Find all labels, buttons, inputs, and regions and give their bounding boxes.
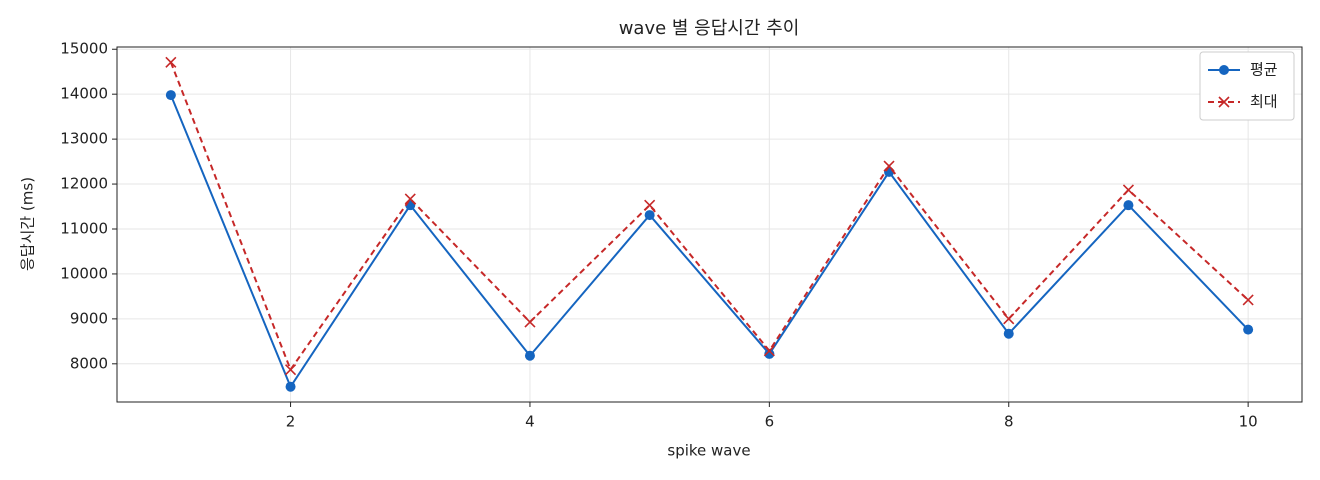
x-tick-label: 10 [1239,413,1258,431]
y-tick-label: 14000 [60,85,108,103]
x-axis-label: spike wave [667,442,750,460]
marker [763,345,775,357]
y-axis-label: 응답시간 (ms) [19,177,37,271]
series-line [169,94,1249,389]
y-tick-label: 15000 [60,40,108,58]
marker [1243,324,1254,335]
x-tick-label: 6 [765,413,775,431]
y-tick-label: 11000 [60,219,108,237]
plot-frame [116,46,1303,403]
y-tick-label: 13000 [60,130,108,148]
marker [644,210,655,221]
marker [764,348,775,359]
marker [1242,294,1254,306]
legend-label: 평균 [1250,61,1278,79]
marker [1003,328,1014,339]
marker [524,316,536,328]
x-tick-label: 8 [1004,413,1014,431]
y-tick-label: 10000 [60,264,108,282]
x-tick-label: 2 [286,413,296,431]
marker [404,193,416,205]
marker [644,199,656,211]
marker [284,364,297,376]
marker [883,160,895,172]
chart-title: wave 별 응답시간 추이 [619,18,800,39]
marker [1003,313,1015,325]
y-tick-label: 9000 [70,309,108,327]
x-tick-label: 4 [525,413,535,431]
legend-box [1199,51,1295,121]
series-line [169,61,1249,372]
legend-marker [1219,65,1229,75]
marker [1123,200,1134,211]
legend-marker [1218,96,1230,108]
marker [165,90,176,101]
y-tick-label: 8000 [70,354,108,372]
marker [1122,184,1135,196]
marker [165,56,177,68]
y-tick-label: 12000 [60,175,108,193]
marker [285,381,296,392]
legend-label: 최대 [1250,93,1278,111]
marker [524,350,535,361]
